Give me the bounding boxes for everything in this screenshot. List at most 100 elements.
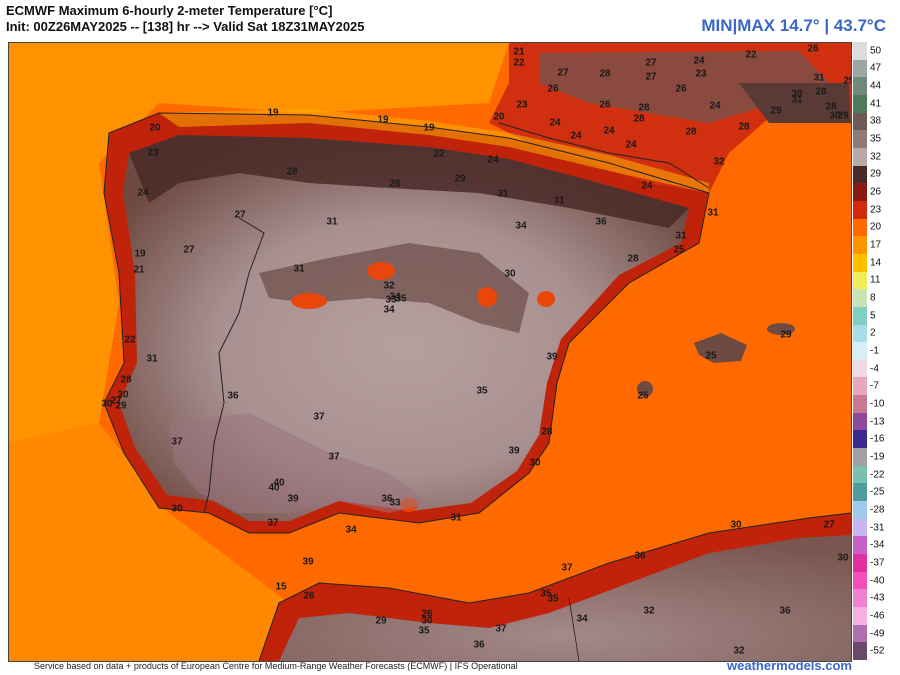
temperature-value: 34 bbox=[515, 220, 527, 232]
temperature-value: 31 bbox=[293, 263, 305, 275]
temperature-value: 29 bbox=[375, 615, 387, 627]
france-dark bbox=[739, 83, 851, 123]
temperature-value: 37 bbox=[328, 451, 340, 463]
legend-swatch bbox=[853, 59, 867, 78]
legend-swatch bbox=[853, 465, 867, 484]
temperature-value: 32 bbox=[733, 645, 745, 657]
legend-tick-label: -1 bbox=[870, 345, 879, 357]
portugal-border bbox=[203, 217, 265, 514]
africa-interior bbox=[279, 535, 851, 661]
legend-swatch bbox=[853, 42, 867, 60]
temperature-value: 28 bbox=[685, 126, 697, 138]
temperature-value: 37 bbox=[171, 436, 183, 448]
temperature-value: 24 bbox=[603, 125, 615, 137]
temperature-value: 25 bbox=[637, 390, 649, 402]
temperature-value: 33 bbox=[389, 497, 401, 509]
temperature-value: 36 bbox=[779, 605, 791, 617]
temperature-value: 22 bbox=[433, 148, 445, 160]
temperature-value: 40 bbox=[273, 477, 285, 489]
legend-tick-label: -4 bbox=[870, 363, 879, 375]
temperature-value: 27 bbox=[645, 57, 657, 69]
legend-tick-label: 35 bbox=[870, 133, 882, 145]
temperature-value: 28 bbox=[638, 102, 650, 114]
temperature-value: 39 bbox=[508, 445, 520, 457]
legend-tick-label: 5 bbox=[870, 310, 876, 322]
legend-tick-label: -28 bbox=[870, 504, 885, 516]
temperature-value: 28 bbox=[286, 166, 298, 178]
temperature-value: 35 bbox=[547, 593, 559, 605]
temperature-value: 35 bbox=[540, 588, 552, 600]
temperature-value: 19 bbox=[267, 107, 279, 119]
legend-tick-label: -10 bbox=[870, 398, 885, 410]
legend-swatch bbox=[853, 147, 867, 166]
africa-coastline bbox=[258, 512, 851, 661]
temperature-value: 39 bbox=[287, 493, 299, 505]
legend-tick-label: 41 bbox=[870, 98, 882, 110]
temperature-value: 28 bbox=[599, 68, 611, 80]
legend-tick-label: -22 bbox=[870, 469, 885, 481]
legend-tick-label: -7 bbox=[870, 380, 879, 392]
temperature-value: 29 bbox=[770, 105, 782, 117]
legend-tick-label: -46 bbox=[870, 610, 885, 622]
temperature-value: 31 bbox=[675, 230, 687, 242]
legend-tick-label: -13 bbox=[870, 416, 885, 428]
legend-swatch bbox=[853, 253, 867, 272]
temperature-value: 19 bbox=[423, 122, 435, 134]
legend-tick-label: 23 bbox=[870, 204, 882, 216]
legend-tick-label: -43 bbox=[870, 592, 885, 604]
legend-tick-label: 47 bbox=[870, 62, 882, 74]
temperature-value: 30 bbox=[421, 615, 433, 627]
legend-swatch bbox=[853, 554, 867, 572]
temperature-value: 27 bbox=[645, 71, 657, 83]
brand-link[interactable]: weathermodels.com bbox=[727, 658, 852, 673]
temperature-value: 22 bbox=[124, 334, 136, 346]
temperature-value: 25 bbox=[705, 350, 717, 362]
temperature-value: 27 bbox=[183, 244, 195, 256]
temperature-value: 31 bbox=[326, 216, 338, 228]
temperature-value: 30 bbox=[837, 552, 849, 564]
temperature-value: 28 bbox=[825, 101, 837, 113]
cantabrian-band bbox=[129, 135, 689, 228]
data-credit: Service based on data + products of Euro… bbox=[34, 661, 518, 671]
temperature-value: 29 bbox=[115, 400, 127, 412]
temperature-value: 28 bbox=[815, 86, 827, 98]
legend-swatch bbox=[853, 130, 867, 148]
temperature-value: 24 bbox=[709, 100, 721, 112]
legend-swatch bbox=[853, 483, 867, 502]
legend-swatch bbox=[853, 642, 867, 660]
hot-spot bbox=[537, 291, 555, 307]
temperature-value: 30 bbox=[504, 268, 516, 280]
temperature-value: 29 bbox=[837, 110, 849, 122]
temperature-value: 15 bbox=[275, 581, 287, 593]
temperature-value: 27 bbox=[234, 209, 246, 221]
temperature-value: 40 bbox=[268, 482, 280, 494]
legend-tick-label: -34 bbox=[870, 539, 885, 551]
legend-tick-label: 17 bbox=[870, 239, 882, 251]
morocco-algeria-border bbox=[568, 597, 580, 661]
temperature-value: 24 bbox=[625, 139, 637, 151]
temperature-value: 24 bbox=[570, 130, 582, 142]
ibiza-island bbox=[637, 381, 653, 397]
temperature-value: 24 bbox=[487, 154, 499, 166]
temperature-value: 31 bbox=[791, 94, 803, 106]
temperature-value: 26 bbox=[599, 99, 611, 111]
temperature-value: 26 bbox=[807, 43, 819, 55]
legend-tick-label: 44 bbox=[870, 80, 882, 92]
temperature-value: 35 bbox=[418, 625, 430, 637]
temperature-value: 26 bbox=[389, 178, 401, 190]
temperature-value: 28 bbox=[633, 113, 645, 125]
temperature-value: 25 bbox=[673, 244, 685, 256]
legend-swatch bbox=[853, 200, 867, 219]
temperature-value: 30 bbox=[171, 503, 183, 515]
temperature-value: 34 bbox=[383, 304, 395, 316]
temperature-value: 39 bbox=[546, 351, 558, 363]
temperature-value: 26 bbox=[675, 83, 687, 95]
temperature-value: 24 bbox=[641, 180, 653, 192]
legend-swatch bbox=[853, 289, 867, 307]
temperature-value: 21 bbox=[513, 46, 525, 58]
legend-tick-label: 50 bbox=[870, 45, 882, 57]
legend-swatch bbox=[853, 624, 867, 643]
temperature-value: 30 bbox=[829, 110, 841, 122]
temperature-map[interactable]: 2226253128303128293029283231312528212227… bbox=[8, 42, 852, 662]
legend-swatch bbox=[853, 518, 867, 537]
